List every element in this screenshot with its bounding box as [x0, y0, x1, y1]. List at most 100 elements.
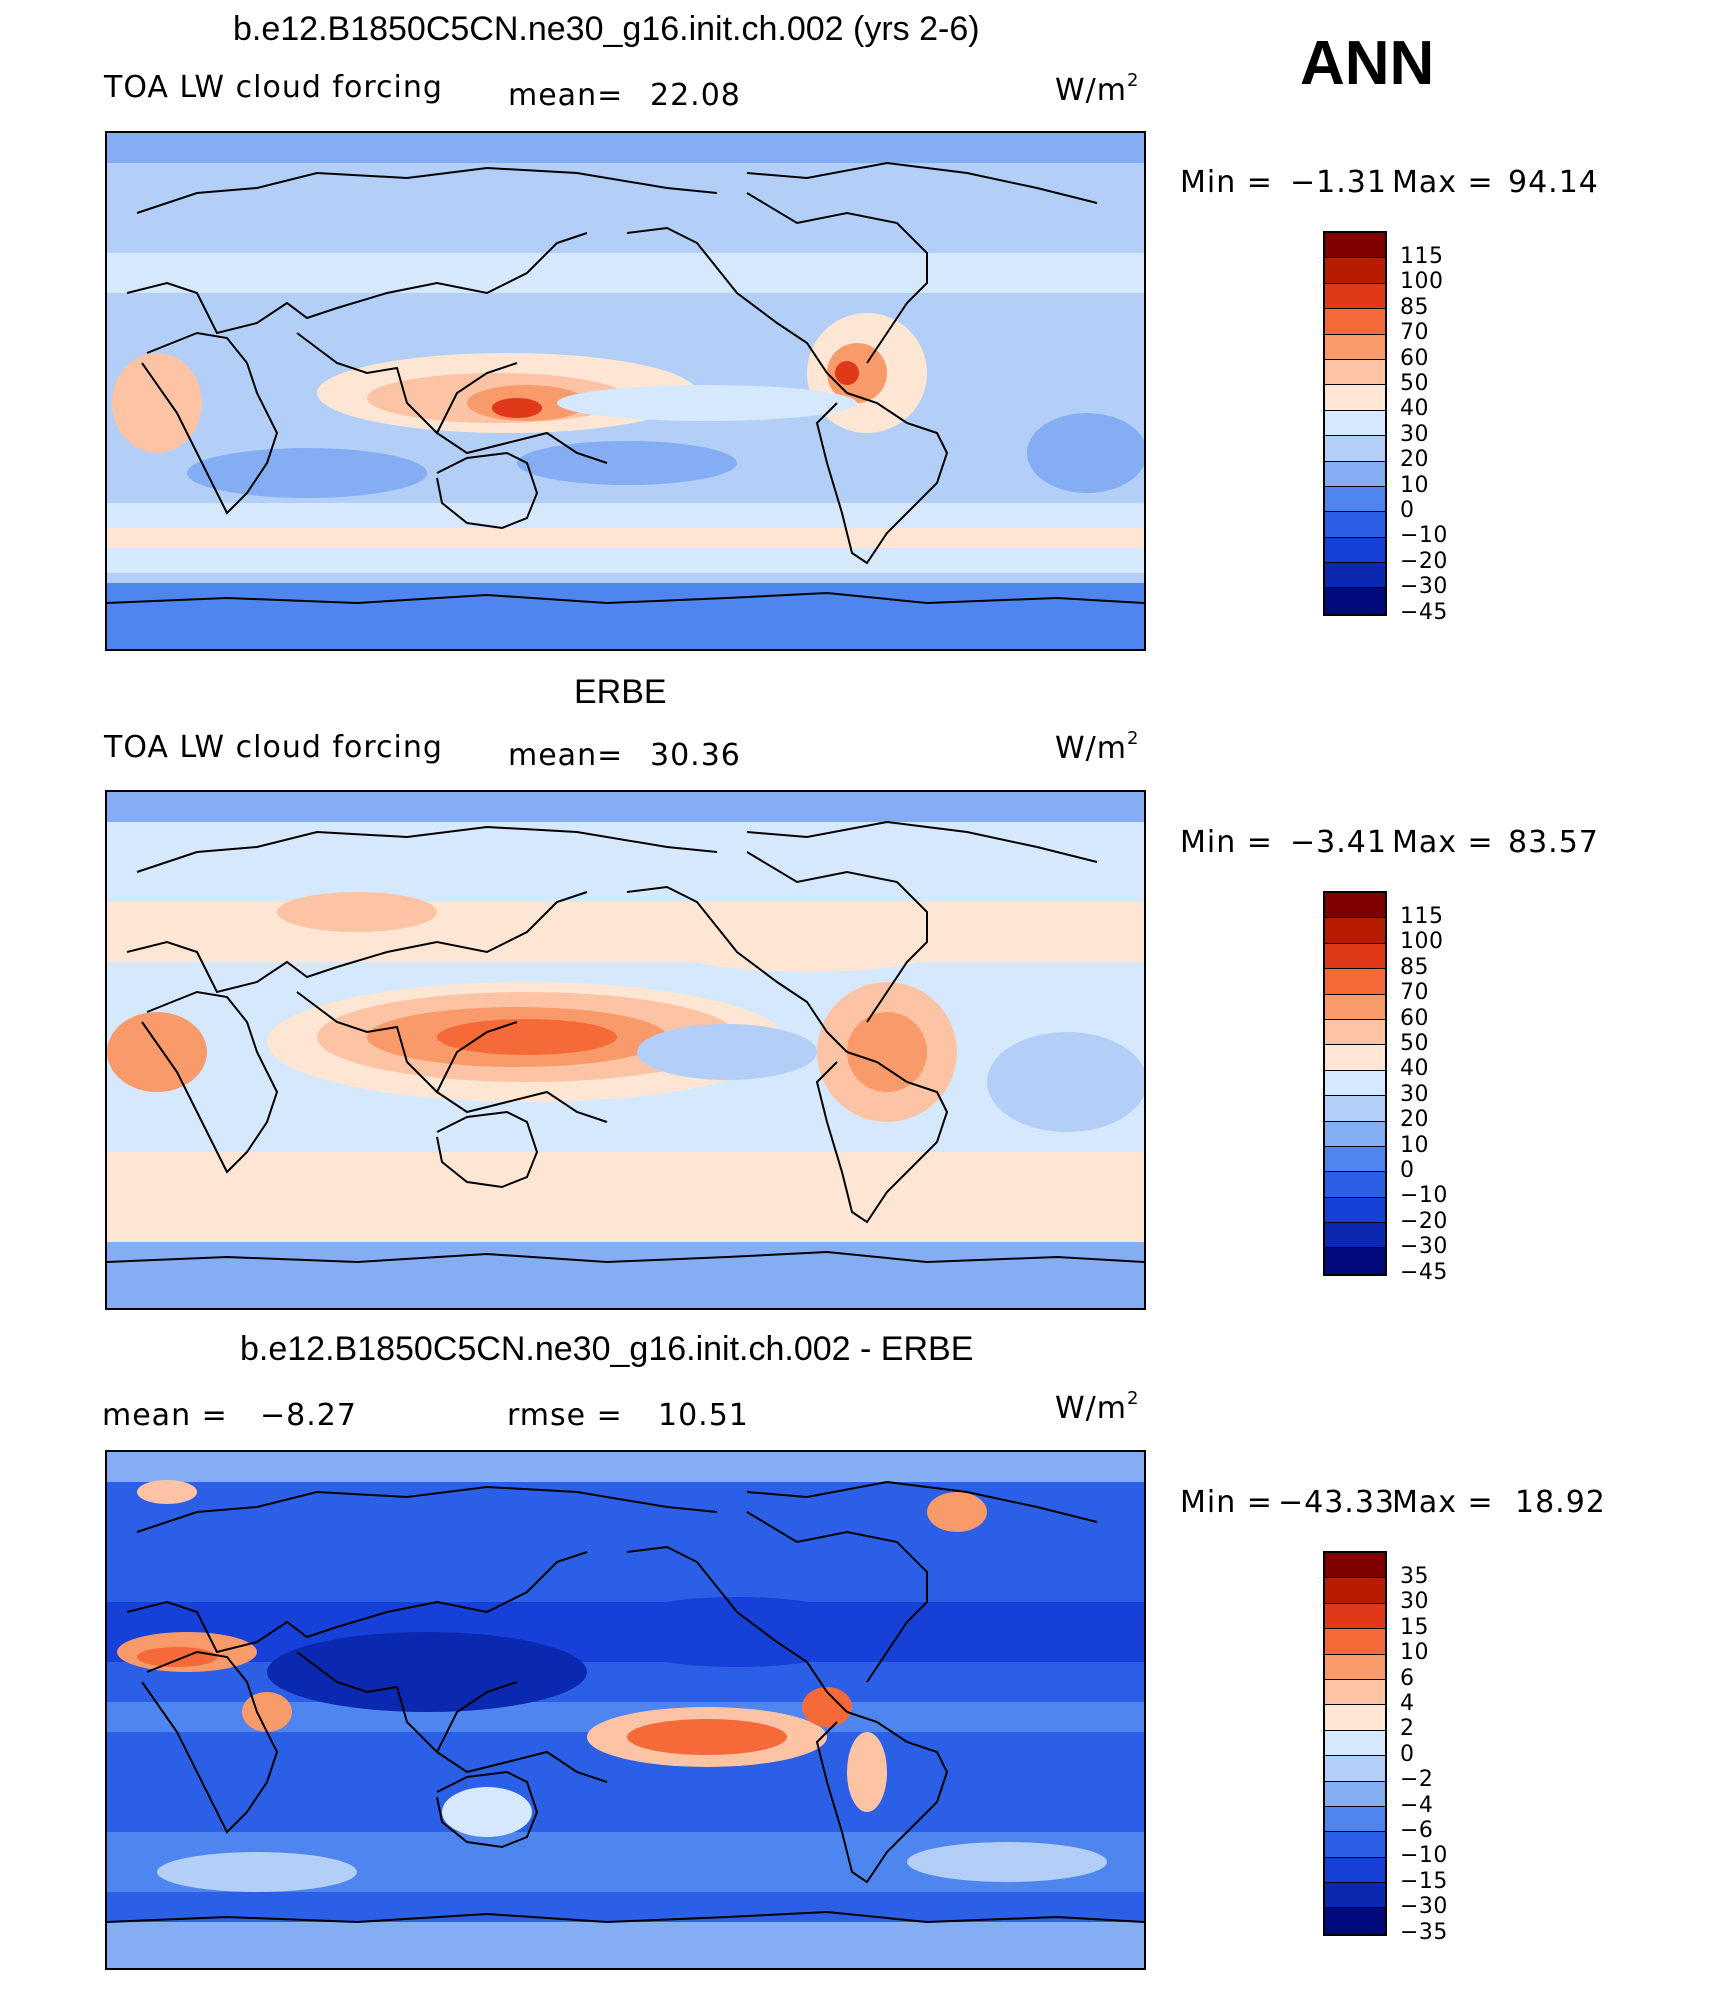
colorbar-tick-label: −20: [1400, 548, 1448, 574]
colorbar-tick-label: 30: [1400, 421, 1429, 447]
panel3-min-value: −43.33: [1278, 1485, 1396, 1520]
colorbar-swatch: [1325, 1223, 1385, 1249]
colorbar-swatch: [1325, 1248, 1385, 1274]
colorbar-tick-label: 0: [1400, 1741, 1415, 1767]
panel2-max-value: 83.57: [1508, 825, 1599, 860]
colorbar-swatch: [1325, 283, 1385, 310]
coastline: [141, 1650, 279, 1834]
field-contour: [107, 1012, 207, 1092]
colorbar-tick-label: 85: [1400, 954, 1429, 980]
coastline: [746, 851, 928, 1023]
field-contour: [987, 1032, 1144, 1132]
colorbar-swatch: [1325, 1019, 1385, 1046]
field-contour: [847, 1732, 887, 1812]
colorbar-swatch: [1325, 1806, 1385, 1833]
field-band: [107, 133, 1144, 163]
panel2-variable: TOA LW cloud forcing: [104, 730, 443, 765]
panel3-rmse-label: rmse =: [507, 1398, 623, 1433]
coastline: [626, 226, 848, 394]
colorbar-swatch: [1325, 1883, 1385, 1909]
colorbar-tick-label: 100: [1400, 269, 1444, 295]
field-contour: [627, 1719, 787, 1755]
field-contour: [112, 353, 202, 453]
coastline: [126, 940, 338, 994]
colorbar-tick-label: 20: [1400, 1107, 1429, 1133]
panel2-map: [105, 790, 1146, 1310]
colorbar-swatch: [1325, 1603, 1385, 1630]
coastline: [136, 1485, 718, 1533]
colorbar-tick-label: 0: [1400, 1158, 1415, 1183]
colorbar-swatch: [1325, 461, 1385, 487]
panel2-map-field: [107, 792, 1144, 1308]
panel3-max-value: 18.92: [1515, 1485, 1606, 1520]
colorbar-swatch: [1325, 1629, 1385, 1655]
colorbar-swatch: [1325, 1172, 1385, 1198]
colorbar-tick-label: 6: [1400, 1665, 1415, 1691]
coastline: [436, 451, 539, 530]
colorbar-swatch: [1325, 537, 1385, 564]
coastline: [436, 1770, 539, 1849]
colorbar-tick-label: 0: [1400, 498, 1415, 523]
colorbar-swatch: [1325, 1654, 1385, 1680]
colorbar-tick-label: 85: [1400, 294, 1429, 320]
panel1-min-value: −1.31: [1290, 165, 1387, 200]
colorbar-tick-label: 50: [1400, 1031, 1429, 1056]
colorbar-tick-label: 50: [1400, 371, 1429, 396]
coastline: [815, 1051, 949, 1224]
colorbar-swatch: [1325, 359, 1385, 386]
colorbar-swatch: [1325, 1756, 1385, 1782]
colorbar-tick-label: −6: [1400, 1818, 1434, 1843]
coastline: [746, 820, 1098, 863]
colorbar-swatch: [1325, 1096, 1385, 1122]
colorbar-swatch: [1325, 1679, 1385, 1706]
colorbar-tick-label: −35: [1400, 1919, 1448, 1945]
panel1-variable: TOA LW cloud forcing: [104, 70, 443, 105]
colorbar-tick-label: −10: [1400, 1183, 1448, 1209]
colorbar-swatch: [1325, 1553, 1385, 1579]
field-band: [107, 583, 1144, 649]
coastline: [126, 1600, 338, 1654]
coastline: [336, 891, 588, 968]
coastline: [746, 1480, 1098, 1523]
panel1-colorbar: [1323, 231, 1387, 616]
colorbar-swatch: [1325, 969, 1385, 995]
panel1-title: b.e12.B1850C5CN.ne30_g16.init.ch.002 (yr…: [233, 10, 980, 48]
panel2-max-label: Max =: [1392, 825, 1494, 860]
colorbar-tick-label: 70: [1400, 980, 1429, 1006]
colorbar-tick-label: 60: [1400, 345, 1429, 371]
colorbar-tick-label: −2: [1400, 1767, 1434, 1793]
colorbar-swatch: [1325, 512, 1385, 538]
field-contour: [442, 1787, 532, 1837]
colorbar-swatch: [1325, 1146, 1385, 1173]
colorbar-swatch: [1325, 436, 1385, 462]
colorbar-tick-label: −20: [1400, 1208, 1448, 1234]
coastline: [746, 1511, 928, 1683]
panel2-mean-label: mean=: [508, 738, 624, 773]
colorbar-tick-label: −10: [1400, 1843, 1448, 1869]
panel3-title: b.e12.B1850C5CN.ne30_g16.init.ch.002 - E…: [240, 1330, 974, 1368]
panel3-map-field: [107, 1452, 1144, 1968]
colorbar-swatch: [1325, 385, 1385, 411]
field-contour: [137, 1647, 217, 1667]
panel1-units: W/m2: [1055, 70, 1140, 108]
field-contour: [597, 1597, 877, 1667]
field-contour: [927, 1492, 987, 1532]
colorbar-tick-label: −45: [1400, 599, 1448, 625]
colorbar-swatch: [1325, 1121, 1385, 1147]
panel1-max-value: 94.14: [1508, 165, 1599, 200]
colorbar-swatch: [1325, 1705, 1385, 1731]
panel2-units: W/m2: [1055, 728, 1140, 766]
field-contour: [242, 1692, 292, 1732]
colorbar-swatch: [1325, 1730, 1385, 1757]
colorbar-tick-label: 10: [1400, 1640, 1429, 1666]
field-band: [107, 1452, 1144, 1482]
colorbar-swatch: [1325, 1578, 1385, 1604]
panel1-mean-label: mean=: [508, 78, 624, 113]
coastline: [136, 825, 718, 873]
colorbar-tick-label: 30: [1400, 1081, 1429, 1107]
panel2-mean-value: 30.36: [650, 738, 741, 773]
coastline: [126, 281, 338, 335]
coastline: [296, 332, 518, 435]
panel3-rmse-value: 10.51: [658, 1398, 749, 1433]
panel1-mean-value: 22.08: [650, 78, 741, 113]
